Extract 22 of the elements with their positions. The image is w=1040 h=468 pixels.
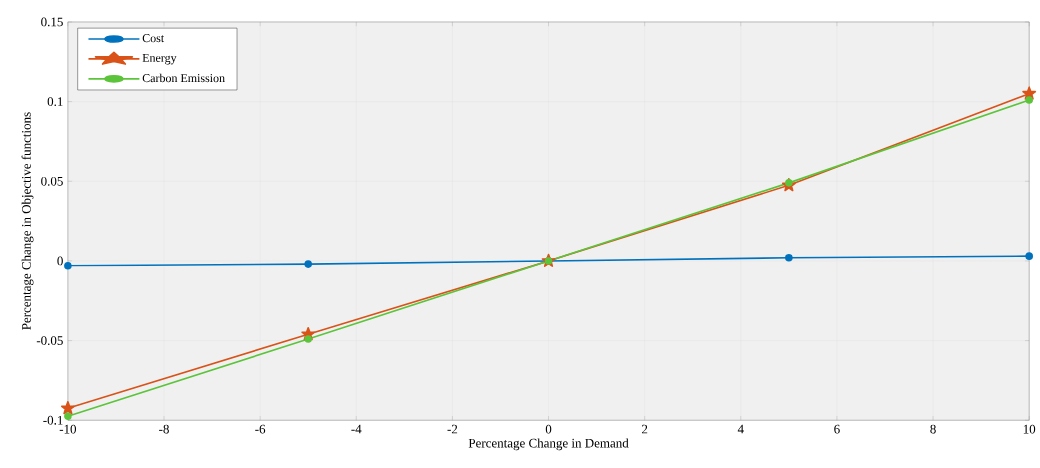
x-tick-label: -10 bbox=[59, 424, 77, 434]
y-tick-label: 0.05 bbox=[41, 176, 63, 186]
legend-label: Energy bbox=[142, 53, 177, 65]
y-axis-title: Percentage Change in Objective functions bbox=[21, 112, 34, 330]
y-tick-label: 0.15 bbox=[41, 17, 63, 27]
y-tick-label: -0.1 bbox=[43, 415, 63, 425]
y-tick-label: -0.05 bbox=[36, 336, 63, 345]
x-tick-label: 4 bbox=[737, 424, 744, 434]
x-tick-label: -4 bbox=[351, 424, 362, 434]
x-tick-label: 6 bbox=[834, 424, 840, 434]
legend-label: Carbon Emission bbox=[142, 73, 225, 83]
x-tick-label: 10 bbox=[1023, 424, 1036, 434]
x-tick-label: 8 bbox=[930, 424, 936, 434]
x-tick-label: -8 bbox=[159, 424, 169, 434]
x-tick-label: 0 bbox=[545, 424, 552, 434]
x-axis-title: Percentage Change in Demand bbox=[468, 438, 629, 451]
x-tick-label: -6 bbox=[255, 424, 266, 434]
x-tick-label: 2 bbox=[642, 424, 648, 434]
y-tick-label: 0 bbox=[57, 256, 63, 266]
x-tick-label: -2 bbox=[447, 424, 458, 434]
legend-label: Cost bbox=[142, 34, 165, 43]
y-tick-label: 0.1 bbox=[47, 97, 63, 106]
